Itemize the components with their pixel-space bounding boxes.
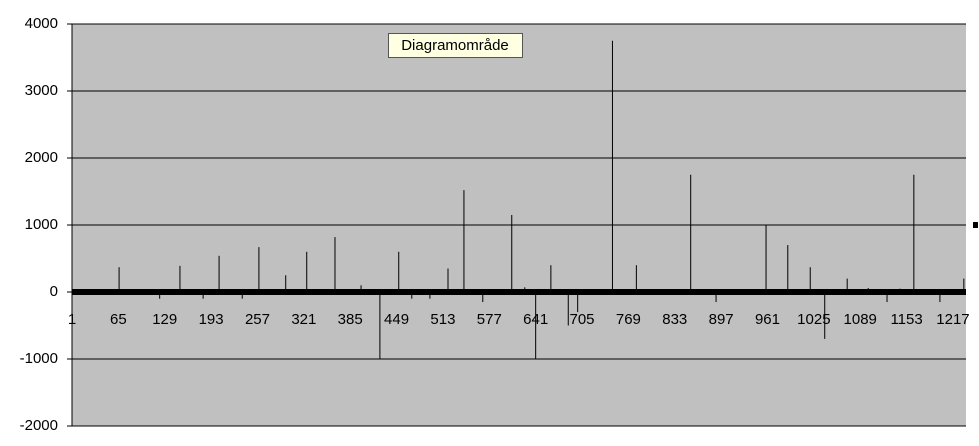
bar <box>411 292 413 299</box>
bar <box>334 237 336 292</box>
bar <box>577 292 579 313</box>
x-tick-label: 321 <box>291 311 316 328</box>
bar <box>398 251 400 292</box>
x-tick-label: 449 <box>384 311 409 328</box>
y-tick-label: 0 <box>50 283 58 300</box>
y-tick-label: 4000 <box>25 15 58 32</box>
bar <box>846 278 848 292</box>
marks: -2000 -1000 0 1000 2000 3000 4000 1 65 129 193 257 3… <box>20 15 970 434</box>
y-tick-label: -1000 <box>20 350 58 367</box>
bar <box>379 292 381 359</box>
y-tick-label: 2000 <box>25 149 58 166</box>
y-tick-label: -2000 <box>20 417 58 434</box>
bar <box>511 214 513 292</box>
x-tick-label: 129 <box>152 311 177 328</box>
bar <box>463 190 465 292</box>
x-tick-label: 513 <box>430 311 455 328</box>
bar <box>635 265 637 292</box>
bar <box>913 174 915 292</box>
x-tick-label: 897 <box>709 311 734 328</box>
bar <box>963 278 965 292</box>
bar <box>611 40 613 292</box>
bar <box>886 292 888 303</box>
bar <box>715 292 717 303</box>
tooltip-text: Diagramområde <box>401 37 509 54</box>
bar <box>939 292 941 303</box>
bar <box>690 174 692 292</box>
bar <box>824 292 826 339</box>
tooltip-box <box>388 33 523 58</box>
x-tick-label: 385 <box>338 311 363 328</box>
x-tick-label: 833 <box>662 311 687 328</box>
bar <box>765 225 767 292</box>
bar <box>360 285 362 292</box>
x-tick-label: 1217 <box>936 311 969 328</box>
bar <box>258 247 260 292</box>
bar <box>285 275 287 292</box>
bar <box>429 292 431 299</box>
y-tick-label: 1000 <box>25 216 58 233</box>
bar <box>550 265 552 292</box>
bar <box>218 255 220 292</box>
x-tick-label: 1 <box>68 311 76 328</box>
bar <box>241 292 243 299</box>
x-tick-label: 1153 <box>890 311 922 328</box>
x-tick-label: 193 <box>199 311 224 328</box>
bar <box>809 267 811 292</box>
bar <box>179 265 181 292</box>
x-tick-label: 577 <box>477 311 502 328</box>
x-tick-label: 257 <box>245 311 270 328</box>
bar <box>482 292 484 303</box>
bar <box>306 251 308 292</box>
x-tick-label: 1025 <box>797 311 830 328</box>
x-tick-label: 961 <box>755 311 780 328</box>
bar <box>535 292 537 359</box>
x-tick-label: 65 <box>110 311 127 328</box>
x-tick-label: 705 <box>570 311 595 328</box>
bar <box>787 245 789 292</box>
bar <box>118 267 120 292</box>
bar <box>202 292 204 299</box>
bar <box>159 292 161 299</box>
legend-marker <box>973 222 978 228</box>
x-tick-label: 1089 <box>844 311 877 328</box>
x-tick-label: 769 <box>616 311 641 328</box>
y-tick-label: 3000 <box>25 82 58 99</box>
bar <box>447 268 449 292</box>
bar <box>567 292 569 326</box>
